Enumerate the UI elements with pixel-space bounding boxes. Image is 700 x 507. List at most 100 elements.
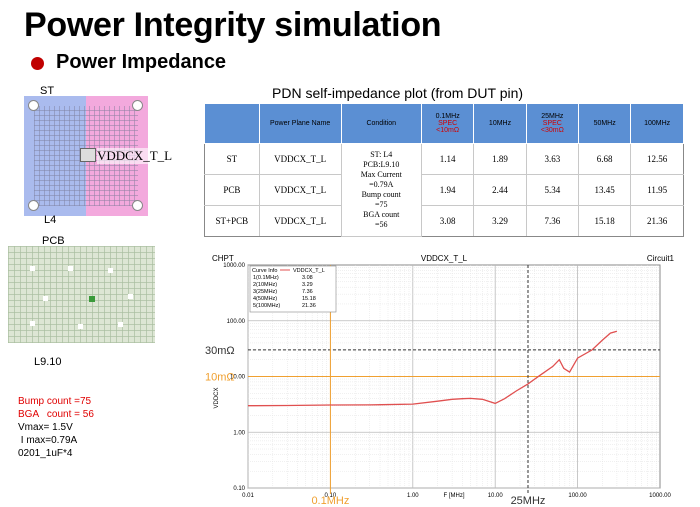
legend-row-label: 4(50MHz)	[253, 296, 277, 302]
impedance-table: Power Plane Name Condition 0.1MHz SPEC <…	[204, 103, 684, 237]
condition-line: =75	[374, 200, 388, 209]
legend-series-name: VDDCX_T_L	[293, 268, 325, 274]
y-tick-label: 10.00	[230, 375, 246, 381]
legend-row-value: 15.18	[302, 296, 316, 302]
row-name: ST	[204, 143, 260, 175]
value-50mhz: 13.45	[578, 174, 631, 206]
pcb-hole	[108, 268, 113, 273]
value-25mhz: 7.36	[525, 205, 579, 237]
header-50mhz: 50MHz	[578, 103, 632, 144]
pcb-hole	[30, 321, 35, 326]
note-bump-count: Bump count =75	[18, 396, 92, 407]
header-condition: Condition	[340, 103, 422, 144]
bullet-dot-icon	[31, 57, 44, 70]
table-header-row: Power Plane Name Condition 0.1MHz SPEC <…	[204, 103, 684, 144]
pcb-hole	[78, 324, 83, 329]
legend-row-value: 7.36	[302, 289, 313, 295]
package-net-label: VDDCX_T_L	[97, 148, 173, 164]
x-tick-label: 0.10	[325, 493, 337, 499]
pcb-layout-image	[8, 246, 155, 343]
condition-line: =56	[374, 220, 388, 229]
package-hole	[28, 100, 39, 111]
legend-header: Curve Info	[252, 268, 277, 274]
condition-line: Bump count	[361, 190, 401, 199]
note-vmax: Vmax= 1.5V	[18, 422, 73, 433]
header-plane: Power Plane Name	[258, 103, 342, 144]
legend-row-value: 3.08	[302, 275, 313, 281]
legend-row-label: 3(25MHz)	[253, 289, 277, 295]
table-row: ST+PCB VDDCX_T_L 3.08 3.29 7.36 15.18 21…	[204, 205, 684, 237]
row-plane: VDDCX_T_L	[258, 143, 342, 175]
value-50mhz: 6.68	[578, 143, 631, 175]
header-25mhz-label: 25MHz	[541, 113, 564, 120]
header-25mhz: 25MHz SPEC <30mΩ	[525, 103, 580, 144]
x-axis-label: F [MHz]	[444, 493, 465, 499]
x-tick-label: 1.00	[407, 493, 419, 499]
x-tick-label: 1000.00	[649, 493, 671, 499]
condition-line: PCB:L9.10	[363, 160, 400, 169]
row-name: PCB	[204, 174, 260, 206]
condition-line: ST: L4	[370, 150, 393, 159]
condition-line: =0.79A	[369, 180, 394, 189]
header-0p1mhz: 0.1MHz SPEC <10mΩ	[420, 103, 475, 144]
pcb-dut-marker	[89, 296, 95, 302]
legend-row-value: 21.36	[302, 303, 316, 309]
package-hole	[132, 100, 143, 111]
value-10mhz: 2.44	[473, 174, 527, 206]
value-10mhz: 3.29	[473, 205, 527, 237]
value-0p1mhz: 3.08	[420, 205, 474, 237]
y-axis-label: VDDCX	[214, 387, 220, 408]
value-100mhz: 12.56	[630, 143, 684, 175]
design-notes: Bump count =75 BGA count = 56 Vmax= 1.5V…	[18, 395, 94, 460]
package-hole	[28, 200, 39, 211]
value-50mhz: 15.18	[578, 205, 631, 237]
series-line	[247, 330, 618, 407]
condition-line: Max Current	[360, 170, 402, 179]
ref-label-v: 25MHz	[511, 495, 546, 507]
chart-corner-label: CHPT	[212, 254, 234, 263]
header-0p1mhz-label: 0.1MHz	[435, 113, 460, 120]
pcb-hole	[128, 294, 133, 299]
row-name: ST+PCB	[204, 205, 260, 237]
note-bga-count: BGA count = 56	[18, 409, 94, 420]
header-10mhz: 10MHz	[473, 103, 527, 144]
x-tick-label: 100.00	[568, 493, 587, 499]
package-hole	[132, 200, 143, 211]
legend-row-label: 1(0.1MHz)	[253, 275, 279, 281]
value-0p1mhz: 1.94	[420, 174, 474, 206]
pcb-hole	[43, 296, 48, 301]
subtitle-text: Power Impedance	[56, 51, 227, 73]
y-tick-label: 0.10	[233, 486, 245, 492]
value-10mhz: 1.89	[473, 143, 527, 175]
table-row: PCB VDDCX_T_L 1.94 2.44 5.34 13.45 11.95	[204, 174, 684, 206]
x-tick-label: 10.00	[488, 493, 504, 499]
value-25mhz: 5.34	[525, 174, 579, 206]
ref-label-h: 30mΩ	[205, 345, 235, 357]
legend-box	[249, 265, 337, 313]
value-25mhz: 3.63	[525, 143, 579, 175]
legend-row-label: 2(10MHz)	[253, 282, 277, 288]
header-empty	[204, 103, 260, 144]
package-die	[80, 148, 96, 162]
table-title: PDN self-impedance plot (from DUT pin)	[272, 85, 524, 101]
pcb-layer-label: L9.10	[34, 356, 62, 368]
package-layer-label: L4	[44, 214, 57, 226]
legend-row-label: 5(100MHz)	[253, 303, 280, 309]
ref-label-h: 10mΩ	[205, 372, 235, 384]
y-tick-label: 1000.00	[223, 263, 245, 269]
ref-label-v: 0.1MHz	[311, 495, 349, 507]
table-row: ST VDDCX_T_L ST: L4 PCB:L9.10 Max Curren…	[204, 143, 684, 237]
package-left-region	[24, 96, 86, 216]
y-tick-label: 100.00	[227, 319, 246, 325]
note-imax: I max=0.79A	[18, 435, 78, 446]
y-tick-label: 1.00	[233, 430, 245, 436]
header-25mhz-spec: SPEC <30mΩ	[540, 120, 564, 134]
pcb-hole	[68, 266, 73, 271]
value-0p1mhz: 1.14	[420, 143, 474, 175]
pcb-hole	[30, 266, 35, 271]
row-plane: VDDCX_T_L	[258, 174, 342, 206]
header-0p1mhz-spec: SPEC <10mΩ	[436, 120, 460, 134]
note-capacitor: 0201_1uF*4	[18, 448, 73, 459]
chart-circuit-label: Circuit1	[647, 254, 675, 263]
